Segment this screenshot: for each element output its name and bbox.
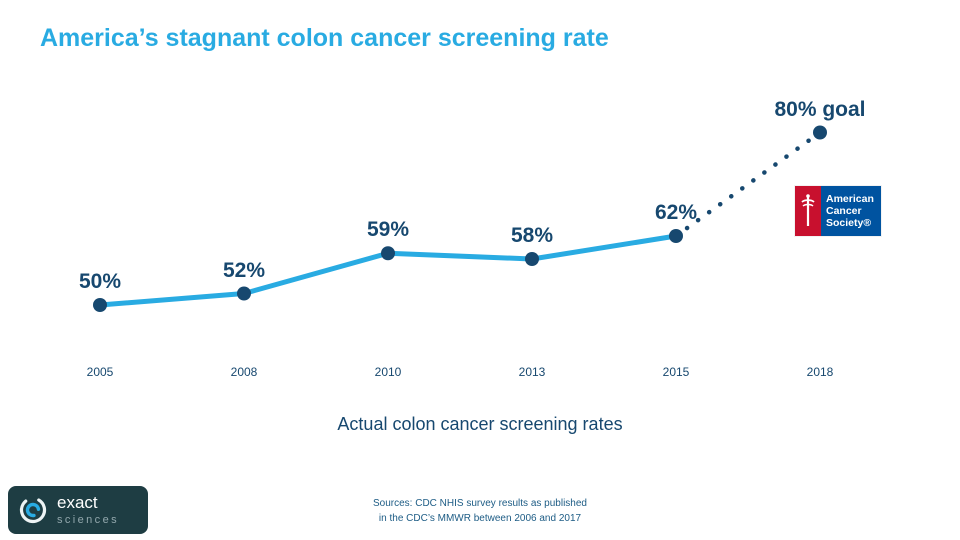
- acs-line-2: Cancer: [826, 204, 862, 217]
- data-point-2005: [93, 298, 107, 312]
- exact-sciences-name-bottom: sciences: [57, 514, 119, 526]
- exact-sciences-wordmark: exact sciences: [57, 494, 119, 526]
- sources-line-2: in the CDC’s MMWR between 2006 and 2017: [378, 513, 582, 524]
- american-cancer-society-logo: American Cancer Society®: [795, 186, 881, 236]
- sources-line-1: Sources: CDC NHIS survey results as publ…: [373, 498, 587, 509]
- exact-sciences-logo: exact sciences: [8, 486, 148, 534]
- goal-projection-line: [673, 130, 823, 239]
- sword-of-hope-icon: [795, 186, 821, 236]
- exact-sciences-name-top: exact: [57, 493, 98, 512]
- data-point-2013: [525, 252, 539, 266]
- data-point-2008: [237, 286, 251, 301]
- page-title: America’s stagnant colon cancer screenin…: [40, 24, 609, 52]
- exact-sciences-swirl-icon: [18, 495, 48, 525]
- data-point-2015: [669, 229, 683, 243]
- acs-line-3: Society®: [826, 217, 872, 230]
- acs-line-1: American: [826, 192, 874, 205]
- data-point-2010: [381, 246, 395, 261]
- chart-caption: Actual colon cancer screening rates: [337, 414, 623, 434]
- acs-logo-text: American Cancer Society®: [821, 186, 881, 236]
- sources-note: Sources: CDC NHIS survey results as publ…: [0, 496, 960, 526]
- data-point-2018: [813, 125, 827, 140]
